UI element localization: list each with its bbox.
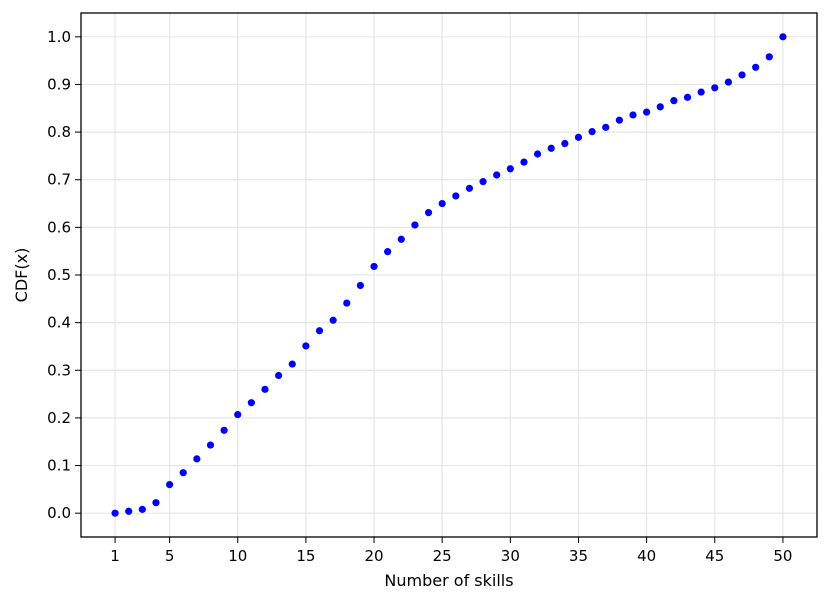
data-point — [765, 53, 773, 61]
data-point — [329, 316, 337, 324]
data-point — [275, 371, 283, 380]
data-point — [506, 165, 514, 173]
data-point — [697, 88, 705, 96]
data-point — [724, 78, 733, 86]
data-point — [315, 327, 324, 335]
y-tick-label: 0.6 — [47, 218, 71, 236]
data-point — [356, 281, 365, 290]
data-point — [179, 469, 187, 477]
data-point — [384, 248, 392, 256]
data-point — [629, 111, 637, 119]
data-point — [752, 63, 760, 71]
x-tick-label: 20 — [364, 547, 383, 565]
data-point — [397, 235, 405, 243]
y-tick-label: 1.0 — [47, 28, 71, 46]
x-tick-label: 1 — [110, 547, 120, 565]
y-tick-label: 0.1 — [47, 457, 71, 475]
y-tick-label: 0.2 — [47, 409, 71, 427]
data-point — [520, 158, 528, 166]
data-point — [602, 123, 610, 131]
data-point — [261, 385, 269, 393]
data-point — [193, 455, 201, 463]
data-points — [111, 33, 787, 517]
data-point — [111, 509, 119, 517]
data-point — [465, 184, 474, 192]
data-point — [234, 410, 242, 419]
data-point — [533, 150, 542, 158]
x-tick-label: 40 — [637, 547, 656, 565]
data-point — [779, 33, 787, 41]
data-point — [411, 221, 419, 229]
data-point — [643, 108, 651, 116]
y-tick-label: 0.0 — [47, 504, 71, 522]
y-tick-label: 0.7 — [47, 171, 71, 189]
data-point — [738, 71, 746, 79]
data-point — [343, 299, 351, 307]
data-point — [206, 441, 215, 449]
data-point — [438, 199, 446, 208]
data-point — [493, 171, 501, 179]
y-tick-label: 0.4 — [47, 314, 71, 332]
x-tick-label: 15 — [296, 547, 315, 565]
x-tick-label: 5 — [165, 547, 175, 565]
x-tick-label: 30 — [501, 547, 520, 565]
data-point — [561, 139, 569, 148]
data-point — [424, 208, 433, 217]
data-point — [683, 93, 692, 101]
x-tick-label: 35 — [569, 547, 588, 565]
y-tick-label: 0.3 — [47, 361, 71, 379]
x-tick-label: 45 — [705, 547, 724, 565]
x-axis-label: Number of skills — [384, 571, 513, 590]
data-point — [670, 97, 678, 105]
y-tick-label: 0.9 — [47, 75, 71, 93]
data-point — [615, 116, 623, 124]
data-point — [547, 144, 555, 152]
data-point — [574, 133, 583, 141]
data-point — [125, 507, 133, 515]
data-point — [711, 84, 719, 92]
data-point — [479, 178, 487, 186]
data-point — [138, 505, 146, 513]
data-point — [452, 192, 460, 200]
y-axis: 0.0 0.1 0.2 0.3 0.4 0.5 0.6 0.7 0.8 0.9 1.0 — [47, 28, 81, 522]
x-axis: 1 5 10 15 20 25 30 35 40 45 50 — [110, 537, 792, 565]
data-point — [288, 360, 296, 368]
y-tick-label: 0.5 — [47, 266, 71, 284]
x-tick-label: 50 — [773, 547, 792, 565]
y-tick-label: 0.8 — [47, 123, 71, 141]
data-point — [302, 342, 310, 350]
grid — [81, 13, 817, 537]
data-point — [220, 426, 228, 434]
x-tick-label: 10 — [228, 547, 247, 565]
data-point — [656, 103, 664, 111]
data-point — [247, 399, 255, 407]
data-point — [588, 128, 596, 136]
y-axis-label: CDF(x) — [12, 248, 31, 303]
data-point — [370, 262, 378, 271]
data-point — [152, 499, 160, 507]
data-point — [165, 481, 174, 489]
x-tick-label: 25 — [433, 547, 452, 565]
